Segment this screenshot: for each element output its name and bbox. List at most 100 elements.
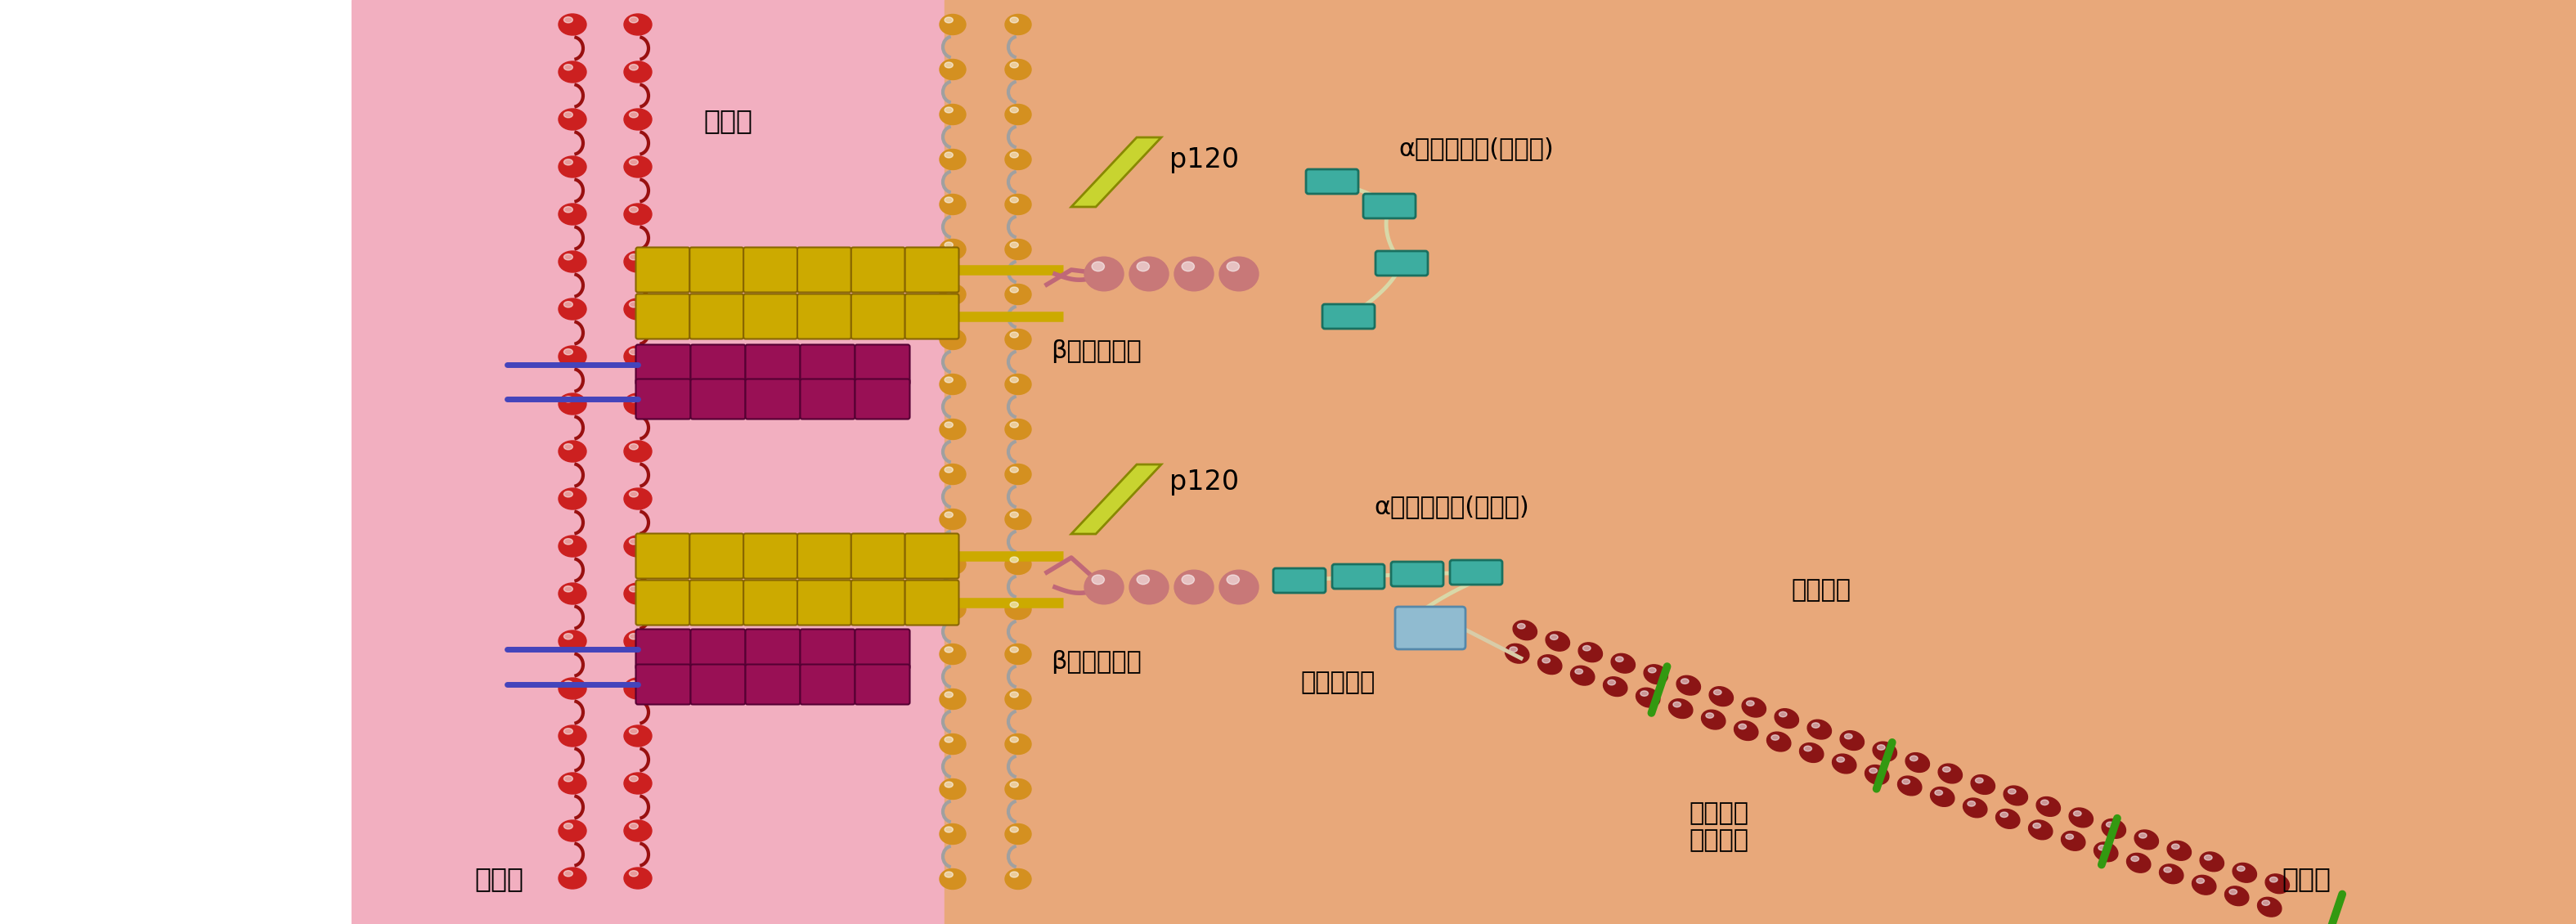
Polygon shape (1072, 138, 1162, 207)
Ellipse shape (1010, 782, 1018, 787)
FancyBboxPatch shape (801, 345, 855, 384)
Ellipse shape (2192, 875, 2215, 894)
Text: 细胞质: 细胞质 (474, 866, 523, 893)
Ellipse shape (1996, 809, 2020, 829)
Ellipse shape (1510, 647, 1517, 652)
Ellipse shape (1878, 745, 1886, 750)
Ellipse shape (940, 374, 966, 395)
Ellipse shape (945, 827, 953, 833)
Ellipse shape (1906, 753, 1929, 772)
Ellipse shape (629, 776, 639, 782)
Text: p120: p120 (1170, 146, 1239, 173)
FancyBboxPatch shape (855, 664, 909, 704)
FancyBboxPatch shape (904, 580, 958, 626)
Ellipse shape (1010, 242, 1018, 248)
Ellipse shape (564, 776, 572, 782)
FancyBboxPatch shape (744, 379, 801, 419)
Ellipse shape (2107, 821, 2115, 827)
Ellipse shape (1999, 812, 2009, 818)
Ellipse shape (564, 728, 572, 735)
FancyBboxPatch shape (690, 248, 744, 292)
Ellipse shape (945, 152, 953, 158)
Ellipse shape (559, 109, 587, 130)
Ellipse shape (559, 821, 587, 842)
Ellipse shape (1005, 554, 1030, 575)
Ellipse shape (629, 301, 639, 308)
Ellipse shape (564, 65, 572, 70)
Ellipse shape (1005, 824, 1030, 845)
Ellipse shape (1643, 664, 1667, 684)
Ellipse shape (1128, 570, 1170, 604)
Ellipse shape (1010, 736, 1018, 743)
Ellipse shape (940, 464, 966, 484)
Ellipse shape (1005, 869, 1030, 889)
Ellipse shape (559, 772, 587, 794)
Ellipse shape (1517, 624, 1525, 628)
Ellipse shape (1772, 735, 1780, 740)
Ellipse shape (1968, 801, 1976, 807)
Ellipse shape (623, 725, 652, 747)
Ellipse shape (629, 396, 639, 402)
Ellipse shape (945, 736, 953, 743)
Ellipse shape (2009, 789, 2017, 794)
Ellipse shape (2004, 785, 2027, 806)
Ellipse shape (1538, 655, 1561, 675)
Ellipse shape (564, 444, 572, 450)
Ellipse shape (559, 14, 587, 35)
Ellipse shape (1909, 756, 1917, 761)
Ellipse shape (1832, 754, 1857, 773)
Ellipse shape (945, 287, 953, 293)
Ellipse shape (1574, 669, 1582, 674)
Ellipse shape (1669, 699, 1692, 718)
Ellipse shape (945, 62, 953, 67)
FancyBboxPatch shape (744, 629, 801, 669)
FancyBboxPatch shape (850, 248, 904, 292)
FancyBboxPatch shape (855, 629, 909, 669)
Ellipse shape (1780, 711, 1788, 717)
Ellipse shape (1010, 377, 1018, 383)
Ellipse shape (1942, 767, 1950, 772)
Ellipse shape (1602, 677, 1628, 697)
FancyBboxPatch shape (690, 294, 744, 339)
Ellipse shape (564, 112, 572, 117)
Ellipse shape (2128, 853, 2151, 872)
Ellipse shape (559, 441, 587, 462)
Ellipse shape (564, 870, 572, 877)
Polygon shape (1072, 465, 1162, 534)
Ellipse shape (2226, 886, 2249, 906)
Ellipse shape (1010, 107, 1018, 113)
FancyBboxPatch shape (801, 664, 855, 704)
Ellipse shape (945, 422, 953, 428)
Ellipse shape (1971, 775, 1994, 795)
Ellipse shape (940, 285, 966, 305)
Ellipse shape (1010, 647, 1018, 652)
Ellipse shape (2159, 864, 2184, 883)
FancyBboxPatch shape (850, 533, 904, 578)
FancyBboxPatch shape (636, 533, 690, 578)
FancyBboxPatch shape (1273, 568, 1327, 593)
Ellipse shape (1010, 692, 1018, 698)
Ellipse shape (1005, 419, 1030, 440)
FancyBboxPatch shape (744, 248, 799, 292)
Ellipse shape (1700, 710, 1726, 729)
Ellipse shape (1710, 687, 1734, 706)
Ellipse shape (940, 689, 966, 710)
Ellipse shape (559, 488, 587, 509)
Ellipse shape (559, 61, 587, 82)
Ellipse shape (1963, 798, 1986, 818)
Ellipse shape (940, 194, 966, 214)
Ellipse shape (940, 644, 966, 664)
Ellipse shape (1870, 768, 1878, 773)
Ellipse shape (1005, 150, 1030, 170)
Ellipse shape (1899, 776, 1922, 796)
Ellipse shape (2200, 852, 2223, 871)
FancyBboxPatch shape (1332, 565, 1383, 589)
Ellipse shape (629, 112, 639, 117)
Bar (353, 0, 945, 924)
FancyBboxPatch shape (636, 248, 690, 292)
Ellipse shape (1741, 698, 1767, 717)
Ellipse shape (623, 868, 652, 889)
Ellipse shape (1610, 653, 1636, 673)
Ellipse shape (1901, 779, 1909, 784)
Ellipse shape (623, 441, 652, 462)
